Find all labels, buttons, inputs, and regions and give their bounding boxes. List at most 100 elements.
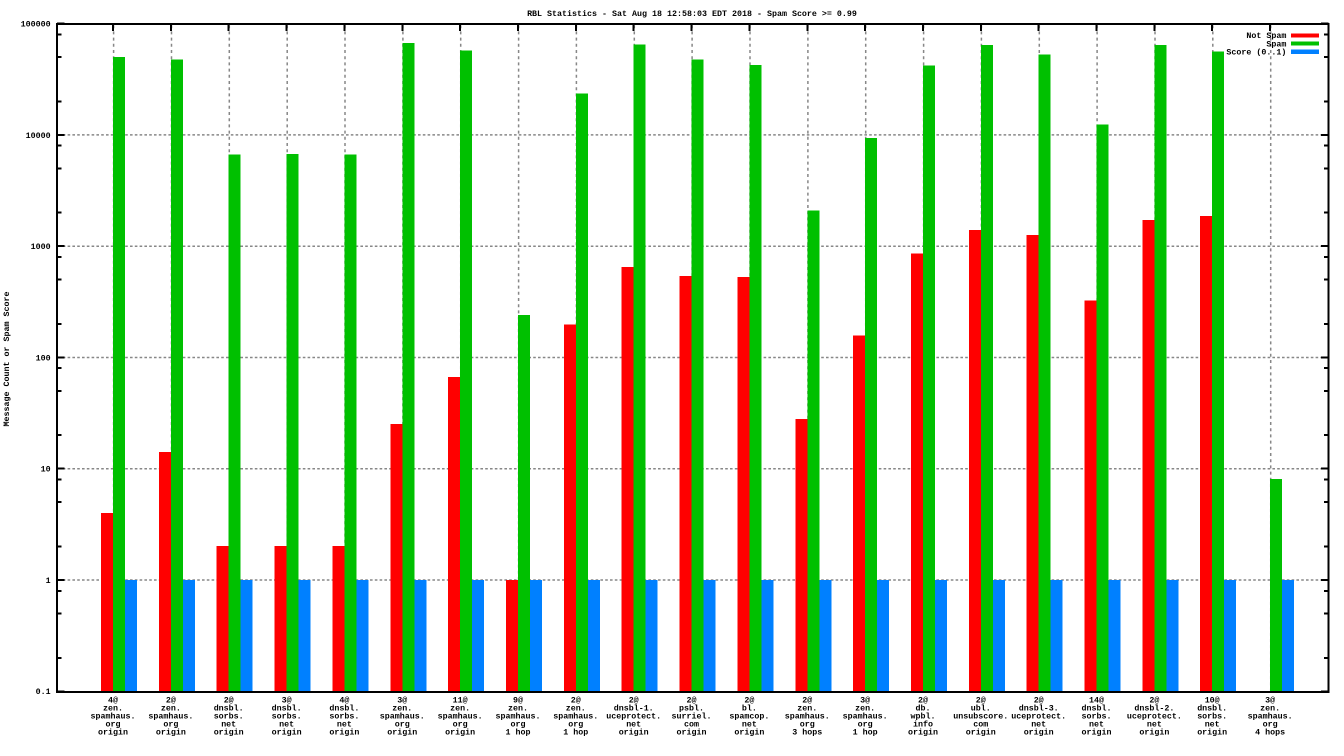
svg-text:com: com: [684, 719, 699, 729]
svg-text:org: org: [163, 719, 178, 729]
svg-text:2@: 2@: [918, 695, 928, 705]
svg-text:1 hop: 1 hop: [563, 728, 588, 738]
svg-text:sorbs.: sorbs.: [329, 711, 359, 721]
svg-text:3@: 3@: [1265, 695, 1275, 705]
svg-text:net: net: [1031, 719, 1046, 729]
svg-text:spamhaus.: spamhaus.: [148, 711, 193, 721]
svg-text:com: com: [973, 719, 988, 729]
svg-text:RBL Statistics - Sat Aug 18 12: RBL Statistics - Sat Aug 18 12:58:03 EDT…: [527, 9, 857, 19]
svg-text:Score (0..1): Score (0..1): [1226, 47, 1286, 57]
svg-text:spamhaus.: spamhaus.: [1248, 711, 1293, 721]
svg-text:net: net: [1205, 719, 1220, 729]
svg-text:unsubscore.: unsubscore.: [953, 711, 1008, 721]
svg-text:2@: 2@: [976, 695, 986, 705]
svg-text:ubl.: ubl.: [971, 703, 991, 713]
svg-text:spamhaus.: spamhaus.: [380, 711, 425, 721]
svg-text:uceprotect.: uceprotect.: [606, 711, 661, 721]
svg-text:10@: 10@: [1205, 695, 1220, 705]
svg-text:origin: origin: [1139, 728, 1169, 738]
svg-text:origin: origin: [329, 728, 359, 738]
svg-text:sorbs.: sorbs.: [272, 711, 302, 721]
svg-text:sorbs.: sorbs.: [214, 711, 244, 721]
svg-text:wpbl.: wpbl.: [911, 711, 936, 721]
svg-text:zen.: zen.: [161, 703, 181, 713]
svg-text:origin: origin: [445, 728, 475, 738]
svg-text:zen.: zen.: [450, 703, 470, 713]
svg-text:db.: db.: [916, 703, 931, 713]
svg-text:10000: 10000: [26, 131, 51, 141]
svg-text:dnsbl.: dnsbl.: [1082, 703, 1112, 713]
svg-text:14@: 14@: [1089, 695, 1104, 705]
svg-text:100000: 100000: [21, 20, 51, 30]
svg-text:Spam: Spam: [1266, 39, 1286, 49]
svg-text:spamhaus.: spamhaus.: [553, 711, 598, 721]
svg-text:origin: origin: [619, 728, 649, 738]
svg-text:4@: 4@: [339, 695, 349, 705]
svg-text:zen.: zen.: [508, 703, 528, 713]
svg-text:net: net: [221, 719, 236, 729]
svg-text:dnsbl-1.: dnsbl-1.: [614, 703, 654, 713]
svg-text:spamhaus.: spamhaus.: [843, 711, 888, 721]
svg-text:2@: 2@: [166, 695, 176, 705]
svg-text:org: org: [858, 719, 873, 729]
svg-text:origin: origin: [966, 728, 996, 738]
svg-text:Not Spam: Not Spam: [1246, 31, 1286, 41]
svg-text:3@: 3@: [860, 695, 870, 705]
svg-text:zen.: zen.: [566, 703, 586, 713]
svg-text:org: org: [1263, 719, 1278, 729]
svg-text:spamhaus.: spamhaus.: [785, 711, 830, 721]
svg-text:origin: origin: [908, 728, 938, 738]
svg-text:bl.: bl.: [742, 703, 757, 713]
svg-text:org: org: [568, 719, 583, 729]
svg-text:2@: 2@: [802, 695, 812, 705]
svg-text:origin: origin: [98, 728, 128, 738]
svg-text:origin: origin: [387, 728, 417, 738]
svg-text:origin: origin: [214, 728, 244, 738]
svg-text:dnsbl.: dnsbl.: [272, 703, 302, 713]
svg-text:1000: 1000: [31, 242, 51, 252]
svg-text:org: org: [511, 719, 526, 729]
svg-text:psbl.: psbl.: [679, 703, 704, 713]
svg-text:0.1: 0.1: [36, 687, 51, 697]
svg-text:info: info: [913, 719, 933, 729]
svg-text:org: org: [800, 719, 815, 729]
svg-text:origin: origin: [677, 728, 707, 738]
svg-text:2@: 2@: [629, 695, 639, 705]
svg-text:net: net: [1089, 719, 1104, 729]
svg-text:dnsbl.: dnsbl.: [214, 703, 244, 713]
svg-text:11@: 11@: [453, 695, 468, 705]
svg-text:origin: origin: [1082, 728, 1112, 738]
svg-text:net: net: [337, 719, 352, 729]
svg-text:org: org: [106, 719, 121, 729]
svg-text:zen.: zen.: [392, 703, 412, 713]
svg-text:org: org: [453, 719, 468, 729]
svg-text:3@: 3@: [397, 695, 407, 705]
svg-text:origin: origin: [272, 728, 302, 738]
svg-text:spamcop.: spamcop.: [729, 711, 769, 721]
svg-text:surriel.: surriel.: [672, 711, 712, 721]
svg-text:2@: 2@: [1034, 695, 1044, 705]
svg-text:2@: 2@: [571, 695, 581, 705]
svg-text:10: 10: [41, 465, 51, 475]
svg-text:4@: 4@: [108, 695, 118, 705]
svg-text:origin: origin: [1197, 728, 1227, 738]
svg-text:dnsbl.: dnsbl.: [329, 703, 359, 713]
svg-text:3@: 3@: [282, 695, 292, 705]
svg-text:zen.: zen.: [855, 703, 875, 713]
svg-text:1: 1: [46, 576, 51, 586]
svg-text:zen.: zen.: [797, 703, 817, 713]
svg-text:dnsbl.: dnsbl.: [1197, 703, 1227, 713]
svg-text:Message Count or Spam Score: Message Count or Spam Score: [2, 292, 12, 427]
svg-text:spamhaus.: spamhaus.: [91, 711, 136, 721]
svg-text:1 hop: 1 hop: [853, 728, 878, 738]
svg-text:100: 100: [36, 353, 51, 363]
svg-text:net: net: [1147, 719, 1162, 729]
svg-text:uceprotect.: uceprotect.: [1011, 711, 1066, 721]
svg-text:spamhaus.: spamhaus.: [496, 711, 541, 721]
svg-text:zen.: zen.: [103, 703, 123, 713]
svg-text:origin: origin: [1024, 728, 1054, 738]
svg-text:2@: 2@: [1149, 695, 1159, 705]
svg-text:org: org: [395, 719, 410, 729]
svg-text:1 hop: 1 hop: [506, 728, 531, 738]
svg-text:dnsbl-3.: dnsbl-3.: [1019, 703, 1059, 713]
